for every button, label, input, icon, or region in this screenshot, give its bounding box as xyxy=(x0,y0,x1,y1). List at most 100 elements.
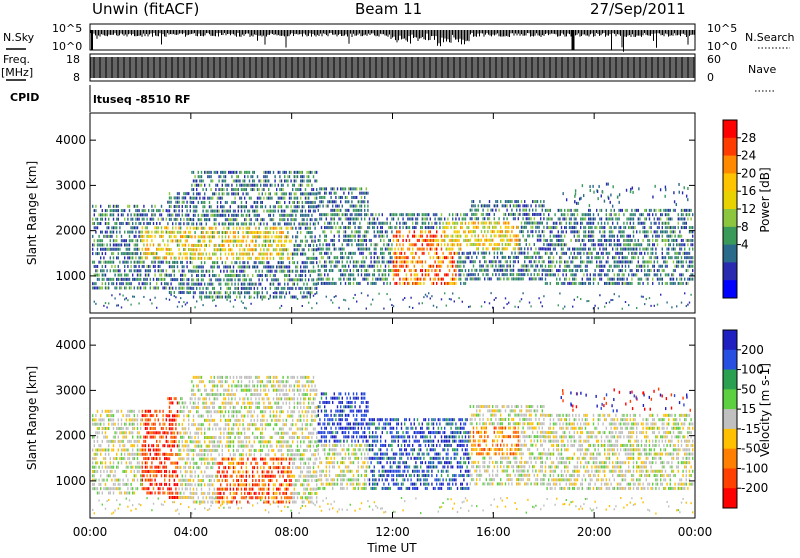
heatmap-cell xyxy=(508,200,509,203)
heatmap-cell xyxy=(159,235,160,238)
heatmap-cell xyxy=(287,218,288,221)
heatmap-cell xyxy=(282,270,283,273)
heatmap-cell xyxy=(279,197,280,200)
heatmap-cell xyxy=(124,243,125,246)
heatmap-cell xyxy=(465,222,466,225)
heatmap-cell xyxy=(241,197,242,200)
heatmap-cell xyxy=(201,261,202,264)
heatmap-cell xyxy=(398,256,399,259)
heatmap-cell xyxy=(102,278,103,281)
heatmap-cell xyxy=(158,269,159,272)
heatmap-cell xyxy=(105,209,106,212)
heatmap-cell xyxy=(290,278,291,281)
heatmap-cell xyxy=(486,222,487,225)
heatmap-cell xyxy=(286,274,287,277)
cpid-label: CPID xyxy=(10,91,39,104)
heatmap-cell xyxy=(207,296,208,299)
heatmap-cell xyxy=(124,252,125,255)
heatmap-cell xyxy=(236,222,237,225)
heatmap-cell xyxy=(94,286,95,289)
heatmap-cell xyxy=(110,213,111,216)
heatmap-cell xyxy=(486,265,487,268)
heatmap-cell xyxy=(250,240,251,243)
heatmap-cell xyxy=(113,231,114,234)
heatmap-cell xyxy=(132,274,133,277)
heatmap-cell xyxy=(401,260,402,263)
heatmap-cell xyxy=(135,222,136,225)
heatmap-cell xyxy=(265,244,266,247)
heatmap-cell xyxy=(138,278,139,281)
heatmap-cell xyxy=(478,243,479,246)
heatmap-cell xyxy=(519,269,520,272)
heatmap-cell xyxy=(214,192,215,195)
heatmap-cell xyxy=(249,248,250,251)
heatmap-cell xyxy=(500,200,501,203)
heatmap-cell xyxy=(185,303,186,305)
heatmap-cell xyxy=(546,273,547,276)
heatmap-cell xyxy=(364,235,365,238)
heatmap-cell xyxy=(567,282,568,285)
heatmap-cell xyxy=(540,234,541,237)
heatmap-cell xyxy=(540,200,541,203)
heatmap-cell xyxy=(226,287,227,290)
heatmap-cell xyxy=(300,188,301,191)
heatmap-cell xyxy=(334,256,335,259)
heatmap-cell xyxy=(113,278,114,281)
heatmap-cell xyxy=(284,240,285,243)
heatmap-cell xyxy=(473,252,474,255)
heatmap-cell xyxy=(194,210,195,213)
heatmap-cell xyxy=(273,292,274,294)
heatmap-cell xyxy=(554,273,555,276)
heatmap-cell xyxy=(298,287,299,290)
heatmap-cell xyxy=(322,265,323,268)
heatmap-cell xyxy=(463,282,464,285)
heatmap-cell xyxy=(198,270,199,273)
heatmap-cell xyxy=(214,235,215,238)
heatmap-cell xyxy=(244,307,245,309)
heatmap-cell xyxy=(266,197,267,200)
heatmap-cell xyxy=(258,197,259,200)
heatmap-cell xyxy=(242,274,243,277)
heatmap-cell xyxy=(110,235,111,238)
heatmap-cell xyxy=(105,286,106,289)
heatmap-cell xyxy=(145,269,146,272)
heatmap-cell xyxy=(308,257,309,260)
heatmap-cell xyxy=(154,256,155,259)
heatmap-cell xyxy=(170,248,171,251)
heatmap-cell xyxy=(103,235,104,238)
heatmap-cell xyxy=(265,192,266,195)
heatmap-cell xyxy=(506,269,507,272)
heatmap-cell xyxy=(226,188,227,191)
heatmap-cell xyxy=(217,201,218,204)
heatmap-cell xyxy=(372,226,373,229)
heatmap-cell xyxy=(111,235,112,238)
heatmap-cell xyxy=(564,252,565,255)
heatmap-cell xyxy=(516,226,517,229)
heatmap-cell xyxy=(217,205,218,208)
heatmap-cell xyxy=(550,252,551,255)
heatmap-cell xyxy=(294,296,295,299)
heatmap-cell xyxy=(166,274,167,277)
heatmap-cell xyxy=(366,278,367,281)
heatmap-cell xyxy=(295,274,296,277)
heatmap-cell xyxy=(276,235,277,238)
heatmap-cell xyxy=(247,274,248,277)
heatmap-cell xyxy=(305,296,306,298)
heatmap-cell xyxy=(150,235,151,238)
heatmap-cell xyxy=(306,283,307,286)
heatmap-cell xyxy=(124,265,125,268)
heatmap-cell xyxy=(241,184,242,187)
heatmap-cell xyxy=(367,209,368,212)
heatmap-cell xyxy=(354,222,355,225)
heatmap-cell xyxy=(129,286,130,289)
heatmap-cell xyxy=(554,243,555,246)
heatmap-cell xyxy=(274,240,275,243)
heatmap-cell xyxy=(110,243,111,246)
heatmap-cell xyxy=(279,171,280,174)
heatmap-cell xyxy=(114,286,115,289)
heatmap-cell xyxy=(314,227,315,230)
heatmap-cell xyxy=(479,260,480,263)
heatmap-cell xyxy=(260,296,261,299)
heatmap-cell xyxy=(426,248,427,251)
heatmap-cell xyxy=(374,230,375,233)
